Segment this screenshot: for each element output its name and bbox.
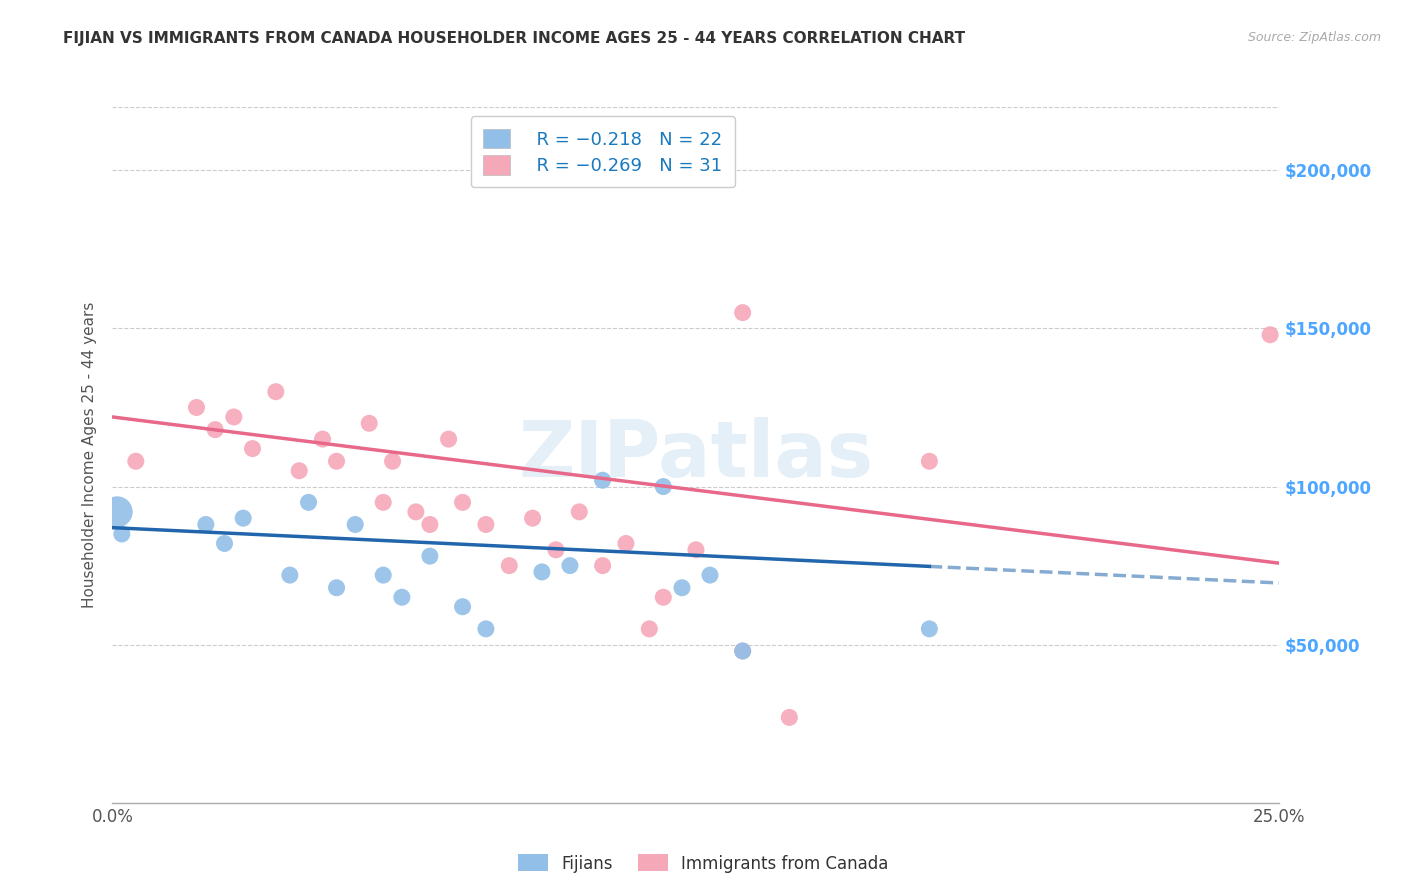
Point [204, 423, 226, 437]
Point [214, 536, 236, 550]
Point [381, 454, 404, 468]
Text: Source: ZipAtlas.com: Source: ZipAtlas.com [1247, 31, 1381, 45]
Text: ZIPatlas: ZIPatlas [519, 417, 873, 493]
Point [522, 511, 544, 525]
Point [475, 622, 498, 636]
Point [419, 517, 441, 532]
Point [475, 517, 498, 532]
Point [325, 454, 347, 468]
Point [671, 581, 693, 595]
Point [186, 401, 208, 415]
Legend: Fijians, Immigrants from Canada: Fijians, Immigrants from Canada [510, 847, 896, 880]
Point [373, 568, 395, 582]
Point [592, 558, 614, 573]
Point [373, 495, 395, 509]
Point [222, 409, 245, 424]
Point [125, 454, 148, 468]
Point [451, 599, 474, 614]
Point [568, 505, 591, 519]
Point [297, 495, 319, 509]
Y-axis label: Householder Income Ages 25 - 44 years: Householder Income Ages 25 - 44 years [82, 301, 97, 608]
Point [437, 432, 460, 446]
Point [638, 622, 661, 636]
Point [325, 581, 347, 595]
Point [731, 644, 754, 658]
Point [264, 384, 287, 399]
Point [105, 505, 128, 519]
Point [530, 565, 553, 579]
Point [391, 591, 413, 605]
Point [419, 549, 441, 563]
Point [405, 505, 427, 519]
Point [918, 454, 941, 468]
Point [311, 432, 333, 446]
Point [451, 495, 474, 509]
Point [558, 558, 581, 573]
Point [344, 517, 367, 532]
Point [731, 305, 754, 319]
Point [778, 710, 800, 724]
Point [685, 542, 707, 557]
Legend:   R = −0.218   N = 22,   R = −0.269   N = 31: R = −0.218 N = 22, R = −0.269 N = 31 [471, 116, 734, 187]
Point [652, 479, 675, 493]
Point [278, 568, 301, 582]
Point [699, 568, 721, 582]
Point [731, 644, 754, 658]
Text: FIJIAN VS IMMIGRANTS FROM CANADA HOUSEHOLDER INCOME AGES 25 - 44 YEARS CORRELATI: FIJIAN VS IMMIGRANTS FROM CANADA HOUSEHO… [63, 31, 966, 46]
Point [544, 542, 567, 557]
Point [111, 527, 134, 541]
Point [652, 591, 675, 605]
Point [242, 442, 264, 456]
Point [592, 473, 614, 487]
Point [1258, 327, 1281, 342]
Point [614, 536, 637, 550]
Point [918, 622, 941, 636]
Point [359, 417, 381, 431]
Point [498, 558, 520, 573]
Point [194, 517, 217, 532]
Point [232, 511, 254, 525]
Point [288, 464, 311, 478]
